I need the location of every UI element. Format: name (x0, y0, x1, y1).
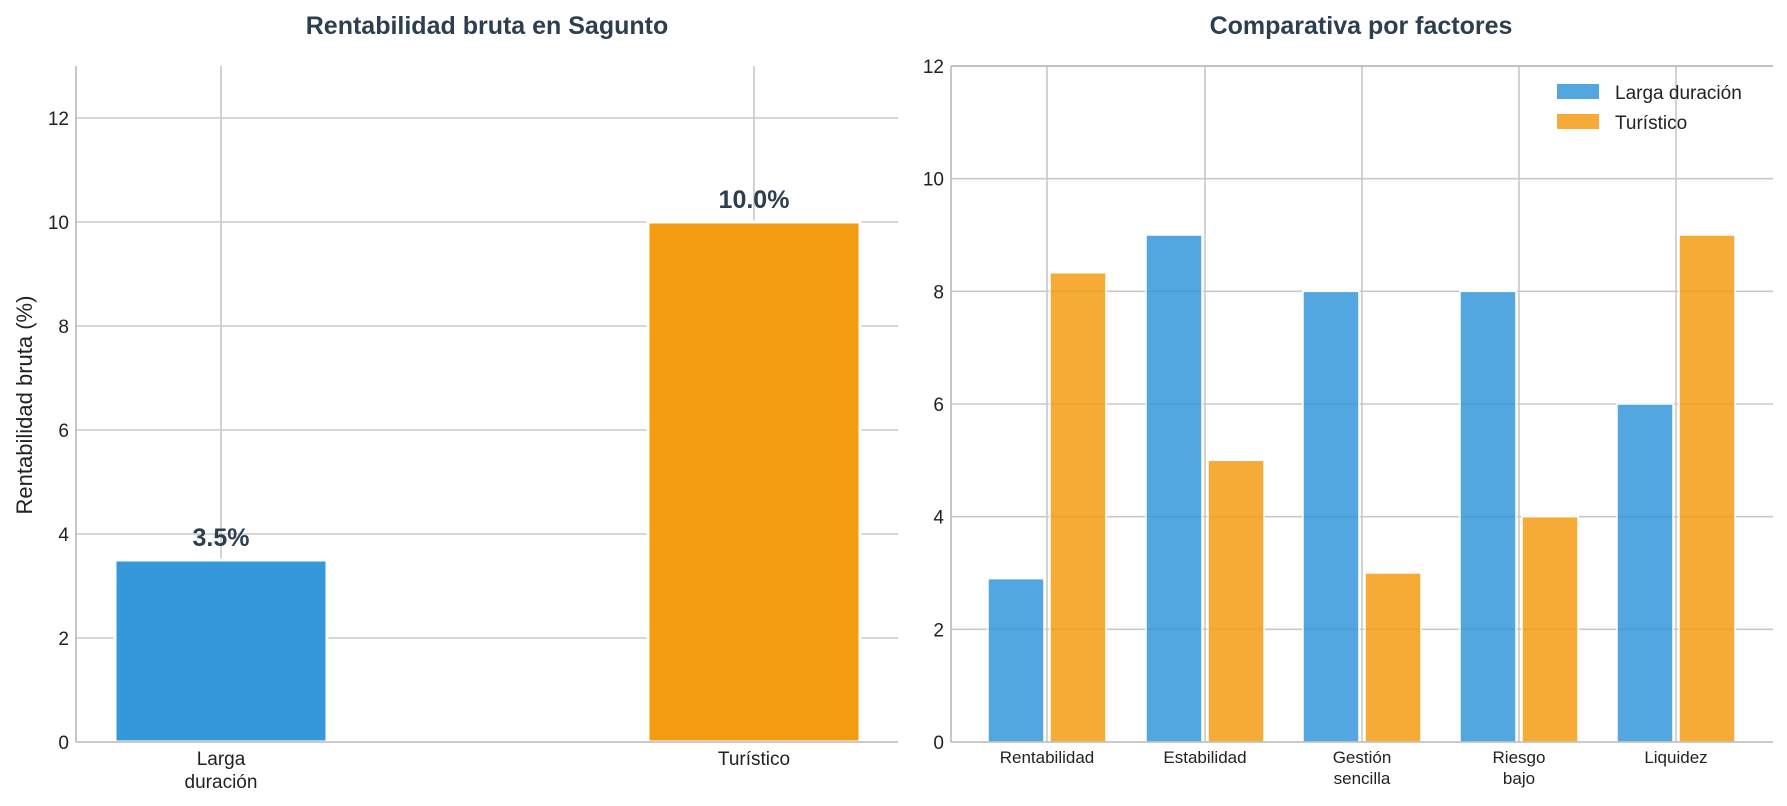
bar (1616, 403, 1674, 743)
axes (950, 65, 1773, 743)
bars (987, 234, 1736, 743)
x-tick-label-line: duración (185, 772, 258, 793)
y-tick-label: 8 (933, 282, 944, 303)
bar (1521, 515, 1579, 743)
x-tick-label-line: sencilla (1334, 769, 1391, 788)
gridlines (76, 66, 898, 742)
legend-swatch (1557, 114, 1599, 129)
x-tick-label: Turístico (718, 749, 790, 770)
y-tick-label: 12 (48, 109, 69, 130)
bars (113, 220, 862, 744)
y-tick-labels: 0 2 4 6 8 10 12 (923, 57, 945, 754)
chart-comparativa-factores: Comparativa por factores 0 2 4 6 8 10 12 Renta… (923, 12, 1773, 788)
legend-swatch (1557, 84, 1599, 99)
x-tick-label: Rentabilidad (1000, 748, 1095, 767)
y-tick-label: 10 (923, 170, 944, 191)
legend-label: Larga duración (1615, 83, 1742, 104)
x-tick-labels: Rentabilidad Estabilidad Gestión sencilla Ri… (1000, 748, 1708, 788)
x-tick-label-line: Turístico (718, 749, 790, 770)
x-tick-label: Estabilidad (1163, 748, 1246, 767)
bar (646, 220, 862, 744)
data-label: 3.5% (193, 524, 250, 552)
bar (1207, 459, 1265, 743)
y-tick-label: 6 (933, 395, 944, 416)
bar (1049, 271, 1107, 743)
bar (1364, 572, 1422, 743)
legend: Larga duración Turístico (1557, 83, 1742, 134)
bar (1678, 234, 1736, 743)
y-tick-label: 2 (58, 629, 69, 650)
data-label: 10.0% (719, 186, 790, 214)
y-tick-label: 12 (923, 57, 944, 78)
bar (1459, 290, 1517, 743)
y-tick-label: 8 (58, 317, 69, 338)
x-tick-label-line: Rentabilidad (1000, 748, 1095, 767)
y-tick-label: 4 (58, 525, 69, 546)
legend-label: Turístico (1615, 113, 1687, 134)
x-tick-label: Riesgo bajo (1493, 748, 1546, 788)
y-tick-label: 0 (933, 733, 944, 754)
x-tick-label: Larga duración (185, 749, 258, 793)
x-tick-label-line: Estabilidad (1163, 748, 1246, 767)
chart-rentabilidad-bruta: Rentabilidad bruta en Sagunto 024681012 … (12, 12, 898, 793)
y-tick-labels: 0 2 4 6 8 10 12 (48, 109, 70, 754)
axes (75, 66, 898, 743)
chart-title: Comparativa por factores (1210, 12, 1513, 40)
y-tick-label: 0 (58, 733, 69, 754)
y-tick-label: 10 (48, 213, 69, 234)
x-tick-label-line: Liquidez (1644, 748, 1707, 767)
y-tick-label: 4 (933, 508, 944, 529)
x-tick-labels: Larga duración Turístico (185, 749, 791, 793)
bar (987, 577, 1045, 743)
y-axis-label: Rentabilidad bruta (%) (12, 296, 37, 515)
x-tick-label-line: Gestión (1333, 748, 1392, 767)
x-tick-label: Liquidez (1644, 748, 1707, 767)
x-tick-label-line: bajo (1503, 769, 1535, 788)
y-tick-label: 2 (933, 620, 944, 641)
bar (1302, 290, 1360, 743)
x-tick-label: Gestión sencilla (1333, 748, 1392, 788)
bar (1145, 234, 1203, 743)
bar (113, 558, 329, 744)
data-labels: 3.5% 10.0% (193, 186, 790, 552)
y-tick-label: 6 (58, 421, 69, 442)
x-tick-label-line: Riesgo (1493, 748, 1546, 767)
chart-title: Rentabilidad bruta en Sagunto (306, 12, 669, 40)
x-tick-label-line: Larga (197, 749, 246, 770)
